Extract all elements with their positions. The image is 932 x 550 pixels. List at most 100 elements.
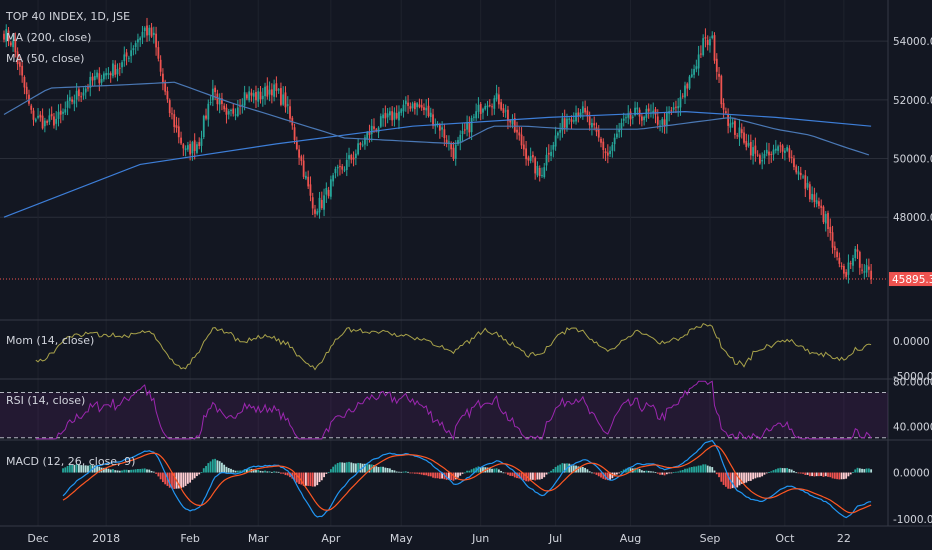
macd-histogram-bar — [196, 472, 198, 477]
momentum-axis[interactable]: 0.0000 -5000.0000 — [893, 336, 932, 383]
time-axis[interactable]: Dec 2018 Feb Mar Apr May Jun Jul Aug Sep Oct 22 — [27, 532, 850, 545]
time-tick-label: Feb — [180, 532, 199, 545]
candle-body — [214, 87, 217, 93]
macd-histogram-bar — [291, 472, 294, 479]
macd-histogram-bar — [629, 468, 632, 473]
macd-histogram-bar — [214, 458, 217, 473]
macd-histogram-bar — [858, 468, 861, 473]
candle-body — [429, 112, 432, 118]
macd-histogram-bar — [457, 472, 459, 478]
momentum-line — [35, 322, 872, 371]
candle-body — [729, 123, 732, 128]
candle-body — [591, 122, 593, 128]
candle-body — [28, 94, 30, 104]
candle-body — [327, 189, 330, 197]
macd-histogram-bar — [820, 472, 823, 476]
time-tick-label: Jul — [548, 532, 562, 545]
macd-histogram-bar — [463, 472, 466, 474]
candle-body — [845, 272, 848, 277]
candle-body — [168, 100, 171, 114]
macd-histogram-bar — [339, 462, 341, 473]
ma50-line — [3, 81, 870, 156]
candle-body — [541, 175, 543, 177]
candle-body — [116, 69, 119, 75]
candle-body — [277, 89, 280, 91]
macd-histogram-bar — [777, 468, 779, 473]
macd-histogram-bar — [772, 470, 775, 473]
macd-histogram-bar — [652, 471, 655, 473]
rsi-tick-label: 80.0000 — [893, 376, 932, 388]
macd-histogram-bar — [359, 463, 362, 473]
ma50-legend[interactable]: MA (50, close) — [6, 52, 84, 65]
candle-body — [740, 129, 743, 134]
candle-body — [370, 125, 373, 135]
rsi-pane[interactable]: 80.0000 40.0000 RSI (14, close) — [0, 376, 932, 441]
momentum-pane[interactable]: 0.0000 -5000.0000 Mom (14, close) — [6, 322, 932, 384]
macd-histogram-bar — [277, 471, 280, 473]
macd-histogram-bar — [96, 465, 98, 473]
candle-body — [611, 144, 614, 151]
candle-body — [631, 116, 634, 118]
macd-histogram-bar — [189, 472, 192, 483]
macd-histogram-bar — [407, 471, 409, 473]
macd-histogram-bar — [366, 463, 369, 473]
candle-body — [391, 111, 394, 121]
macd-histogram-bar — [284, 472, 287, 476]
price-axis[interactable]: 54000.00 52000.00 50000.00 48000.00 — [893, 36, 932, 224]
candle-body — [59, 110, 62, 115]
candle-body — [395, 113, 398, 119]
chart-title: TOP 40 INDEX, 1D, JSE — [5, 10, 130, 23]
macd-histogram-bar — [234, 470, 237, 473]
candle-body — [413, 102, 416, 110]
macd-histogram-bar — [216, 460, 219, 473]
macd-histogram-bar — [409, 472, 412, 474]
candle-body — [359, 143, 362, 145]
rsi-axis[interactable]: 80.0000 40.0000 — [893, 376, 932, 433]
candle-body — [552, 144, 555, 150]
rsi-legend[interactable]: RSI (14, close) — [6, 394, 85, 407]
candle-body — [354, 153, 357, 159]
ma200-legend[interactable]: MA (200, close) — [6, 31, 91, 44]
candle-body — [870, 270, 873, 280]
candle-body — [245, 94, 248, 99]
price-tick-label: 54000.00 — [893, 36, 932, 48]
candle-body — [795, 166, 798, 173]
candle-body — [389, 111, 391, 116]
candle-body — [706, 39, 709, 45]
macd-histogram-bar — [466, 470, 468, 473]
candle-body — [718, 73, 720, 77]
macd-axis[interactable]: 0.0000 -1000.0000 — [893, 468, 932, 526]
momentum-legend[interactable]: Mom (14, close) — [6, 334, 94, 347]
macd-pane[interactable]: 0.0000 -1000.0000 MACD (12, 26, close, 9) — [6, 439, 932, 526]
macd-histogram-bar — [572, 465, 575, 473]
candle-body — [545, 154, 548, 166]
candle-body — [516, 129, 518, 133]
macd-histogram-bar — [620, 471, 623, 473]
candle-body — [584, 108, 587, 113]
candle-body — [207, 103, 210, 120]
candle-body — [858, 251, 861, 268]
macd-histogram-bar — [386, 468, 389, 473]
macd-histogram-bar — [618, 472, 621, 474]
macd-histogram-bar — [550, 470, 552, 473]
macd-histogram-bar — [168, 472, 171, 488]
macd-histogram-bar — [198, 472, 201, 475]
candle-body — [64, 109, 67, 113]
macd-histogram-bar — [743, 472, 745, 484]
candle-body — [604, 151, 607, 154]
candle-body — [300, 156, 303, 161]
candle-body — [534, 157, 537, 174]
candle-body — [137, 39, 139, 43]
macd-histogram-bar — [152, 471, 155, 473]
macd-histogram-bar — [105, 468, 108, 473]
candle-body — [379, 116, 382, 127]
macd-legend[interactable]: MACD (12, 26, close, 9) — [6, 455, 135, 468]
candle-body — [554, 135, 557, 147]
macd-histogram-bar — [98, 466, 101, 473]
macd-histogram-bar — [336, 463, 339, 473]
price-pane[interactable]: 54000.00 52000.00 50000.00 48000.00 45895.3… — [0, 10, 932, 287]
candle-body — [302, 160, 305, 177]
candle-body — [527, 157, 530, 161]
macd-histogram-bar — [636, 467, 639, 473]
